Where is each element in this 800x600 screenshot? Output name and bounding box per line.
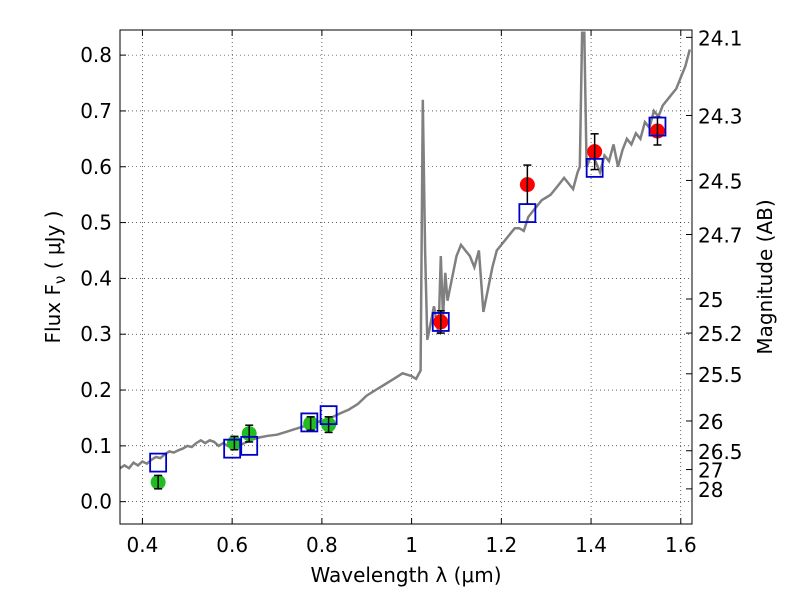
y-axis-label-unit: ( μJy )	[41, 211, 65, 276]
y-tick-label: 0.5	[80, 211, 112, 235]
model-square	[648, 116, 667, 137]
y-axis-ticks: 0.0 0.1 0.2 0.3 0.4 0.5 0.6 0.7 0.8	[80, 43, 126, 514]
model-square	[518, 203, 537, 223]
y-axis-label-main: Flux F	[41, 284, 65, 343]
y2-tick-label: 28	[698, 478, 723, 502]
model-square	[300, 412, 319, 433]
y2-axis-label: Magnitude (AB)	[753, 199, 777, 354]
model-square	[431, 312, 450, 332]
x-tick-label: 0.8	[306, 533, 338, 557]
y-tick-label: 0.7	[80, 99, 112, 123]
x-tick-label: 0.6	[216, 533, 248, 557]
y-axis-label: Flux Fν ( μJy )	[41, 211, 69, 344]
y2-tick-label: 24.3	[698, 104, 743, 128]
x-tick-label: 1.4	[575, 533, 607, 557]
x-tick-label: 1.2	[485, 533, 517, 557]
spectrum-line	[120, 31, 692, 470]
x-axis-label: Wavelength λ (μm)	[310, 563, 501, 587]
grid-lines	[120, 30, 692, 524]
y-tick-label: 0.3	[80, 322, 112, 346]
y2-tick-label: 26	[698, 410, 723, 434]
x-tick-label: 1.6	[665, 533, 697, 557]
x-axis-ticks: 0.4 0.6 0.8 1 1.2 1.4 1.6	[127, 30, 697, 557]
model-square	[223, 438, 242, 459]
y-tick-label: 0.4	[80, 266, 112, 290]
y2-tick-label: 25	[698, 288, 723, 312]
model-square	[585, 157, 604, 178]
model-square	[240, 435, 259, 456]
model-square	[319, 405, 338, 426]
y2-tick-label: 24.7	[698, 223, 743, 247]
y2-tick-label: 26.5	[698, 440, 743, 464]
y-tick-label: 0.8	[80, 43, 112, 67]
y-tick-label: 0.6	[80, 155, 112, 179]
y-tick-label: 0.2	[80, 378, 112, 402]
y-axis-label-sub: ν	[51, 276, 69, 284]
x-tick-label: 1	[405, 533, 418, 557]
plot-frame	[119, 29, 693, 525]
y-tick-label: 0.0	[80, 490, 112, 514]
y2-tick-label: 24.5	[698, 169, 743, 193]
y-tick-label: 0.1	[80, 434, 112, 458]
y2-tick-label: 27	[698, 459, 723, 483]
y2-tick-label: 25.2	[698, 322, 743, 346]
y2-tick-label: 25.5	[698, 363, 743, 387]
model-square	[149, 452, 168, 473]
plot-series	[120, 31, 692, 490]
x-tick-label: 0.4	[127, 533, 159, 557]
y2-tick-label: 24.1	[698, 26, 743, 50]
